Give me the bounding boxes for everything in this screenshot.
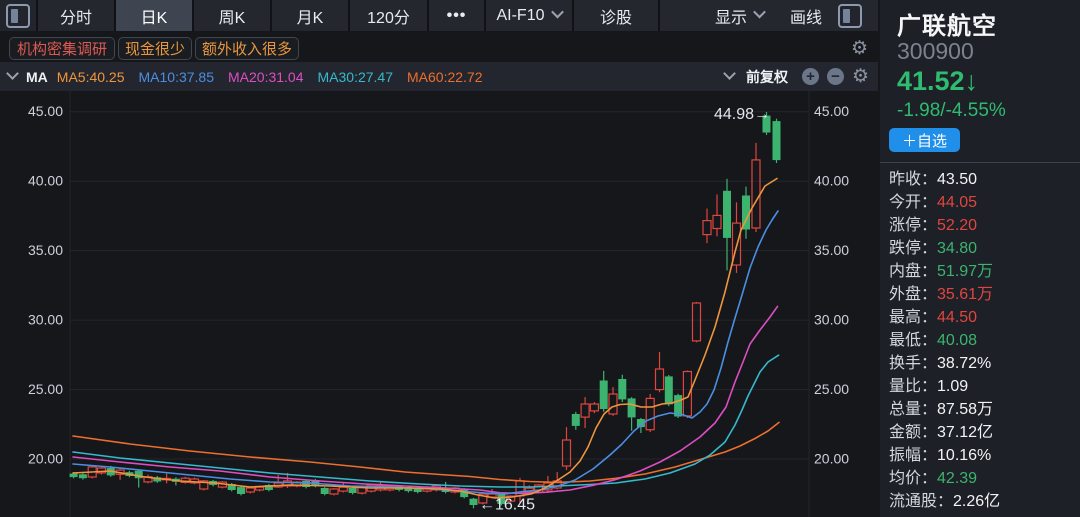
svg-text:35.00: 35.00 <box>28 242 63 258</box>
svg-text:30.00: 30.00 <box>28 312 63 328</box>
svg-text:20.00: 20.00 <box>814 451 849 467</box>
svg-text:40.00: 40.00 <box>814 173 849 189</box>
svg-text:20.00: 20.00 <box>28 451 63 467</box>
svg-text:25.00: 25.00 <box>28 381 63 397</box>
svg-text:←16.45: ←16.45 <box>479 496 535 513</box>
svg-text:40.00: 40.00 <box>28 173 63 189</box>
svg-text:45.00: 45.00 <box>814 103 849 119</box>
svg-text:25.00: 25.00 <box>814 381 849 397</box>
svg-text:44.98→: 44.98→ <box>714 106 770 123</box>
svg-text:30.00: 30.00 <box>814 312 849 328</box>
svg-text:35.00: 35.00 <box>814 242 849 258</box>
svg-text:45.00: 45.00 <box>28 103 63 119</box>
